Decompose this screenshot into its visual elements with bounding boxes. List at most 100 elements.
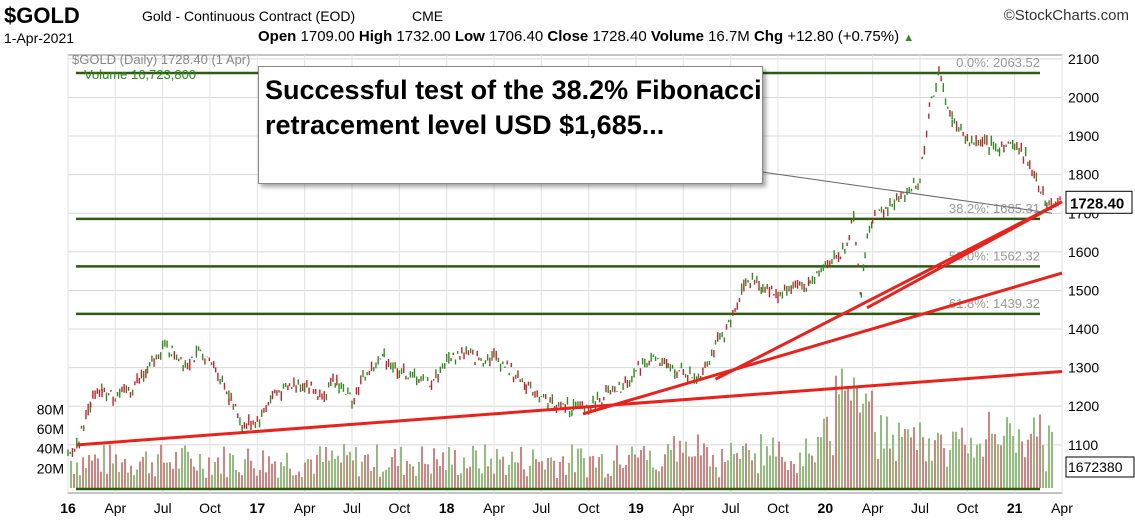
volume-bar (955, 431, 957, 488)
volume-bar (511, 451, 513, 488)
brand-label: ©StockCharts.com (1003, 7, 1129, 24)
change-value: +12.80 (+0.75%) (787, 28, 900, 45)
volume-bar (484, 444, 486, 488)
volume-bar (646, 459, 648, 488)
x-tick-label: Jul (154, 500, 172, 516)
y-tick-label: 1600 (1068, 244, 1099, 260)
volume-bar (355, 447, 357, 488)
volume-bar (790, 461, 792, 488)
axes: 2100200019001800170016001500140013001200… (37, 51, 1135, 516)
volume-bar (121, 462, 123, 488)
volume-bar (415, 475, 417, 488)
volume-bar (652, 467, 654, 488)
volume-bar (781, 456, 783, 488)
low-value: 1706.40 (489, 28, 544, 45)
volume-bar (409, 463, 411, 488)
volume-bar (259, 469, 261, 488)
volume-bar (991, 433, 993, 488)
volume-bar (808, 453, 810, 488)
volume-bar (568, 462, 570, 488)
volume-bar (310, 459, 312, 488)
volume-bar (322, 461, 324, 488)
volume-bar (685, 441, 687, 488)
y-tick-label: 1500 (1068, 282, 1099, 298)
volume-bar (952, 431, 954, 488)
volume-bar (169, 462, 171, 488)
volume-value: 16.7M (708, 28, 750, 45)
volume-bar (1027, 439, 1029, 488)
volume-bar (664, 454, 666, 488)
volume-bar (895, 461, 897, 488)
volume-bar (220, 473, 222, 488)
volume-bar (193, 466, 195, 488)
volume-bar (424, 463, 426, 488)
volume-bar (778, 441, 780, 488)
last-volume-tag (1065, 456, 1135, 478)
volume-bar (229, 453, 231, 488)
volume-bar (820, 437, 822, 488)
volume-bar (538, 461, 540, 488)
volume-bar (736, 453, 738, 488)
x-tick-label: Apr (672, 500, 694, 516)
trendlines (77, 171, 1063, 447)
volume-bar (688, 456, 690, 488)
close-label: Close (547, 28, 589, 45)
volume-bar (1042, 445, 1044, 488)
volume-bar (766, 446, 768, 488)
volume-bar (517, 462, 519, 488)
volume-bar (535, 459, 537, 488)
volume-bar (256, 475, 258, 488)
y-tick-label: 1100 (1068, 437, 1098, 453)
volume-bar (742, 446, 744, 488)
volume-bar (805, 438, 807, 488)
volume-bar (637, 457, 639, 488)
volume-bar (580, 448, 582, 488)
volume-bar (532, 449, 534, 488)
volume-bar (997, 444, 999, 488)
volume-bar (307, 459, 309, 488)
volume-bar (1033, 417, 1035, 488)
volume-bar (757, 473, 759, 488)
volume-bar (703, 443, 705, 488)
volume-bar (817, 436, 819, 488)
volume-bar (574, 472, 576, 488)
x-tick-label: 20 (818, 500, 834, 516)
volume-bar (694, 456, 696, 488)
volume-bar (748, 449, 750, 488)
volume-bar (154, 476, 156, 488)
volume-bar (916, 449, 918, 488)
volume-bar (1045, 471, 1047, 488)
volume-bar (880, 415, 882, 488)
volume-bar (850, 400, 852, 488)
volume-bar (691, 456, 693, 488)
volume-bar (985, 439, 987, 488)
volume-bar (412, 466, 414, 488)
volume-bar (502, 456, 504, 488)
volume-bar (796, 473, 798, 488)
volume-bar (865, 393, 867, 488)
y-tick-label: 1800 (1068, 167, 1099, 183)
volume-bar (103, 445, 105, 488)
volume-bar (433, 448, 435, 488)
volume-bar (829, 440, 831, 488)
volume-bar (391, 457, 393, 488)
volume-bar (178, 468, 180, 488)
volume-bar (670, 449, 672, 488)
volume-bar (421, 446, 423, 488)
y-tick-label: 1200 (1068, 398, 1099, 414)
volume-bar (520, 446, 522, 488)
volume-bar (961, 427, 963, 488)
volume-bar (100, 471, 102, 488)
low-label: Low (454, 28, 485, 45)
volume-bar (505, 474, 507, 488)
volume-tick-label: 80M (37, 401, 64, 417)
volume-bar (679, 440, 681, 488)
volume-bar (1000, 445, 1002, 488)
volume-bar (826, 416, 828, 488)
volume-bar (661, 466, 663, 488)
volume-bar (577, 448, 579, 488)
y-tick-label: 1300 (1068, 360, 1099, 376)
volume-bar (265, 472, 267, 488)
volume-bar (142, 456, 144, 488)
high-label: High (358, 28, 393, 45)
